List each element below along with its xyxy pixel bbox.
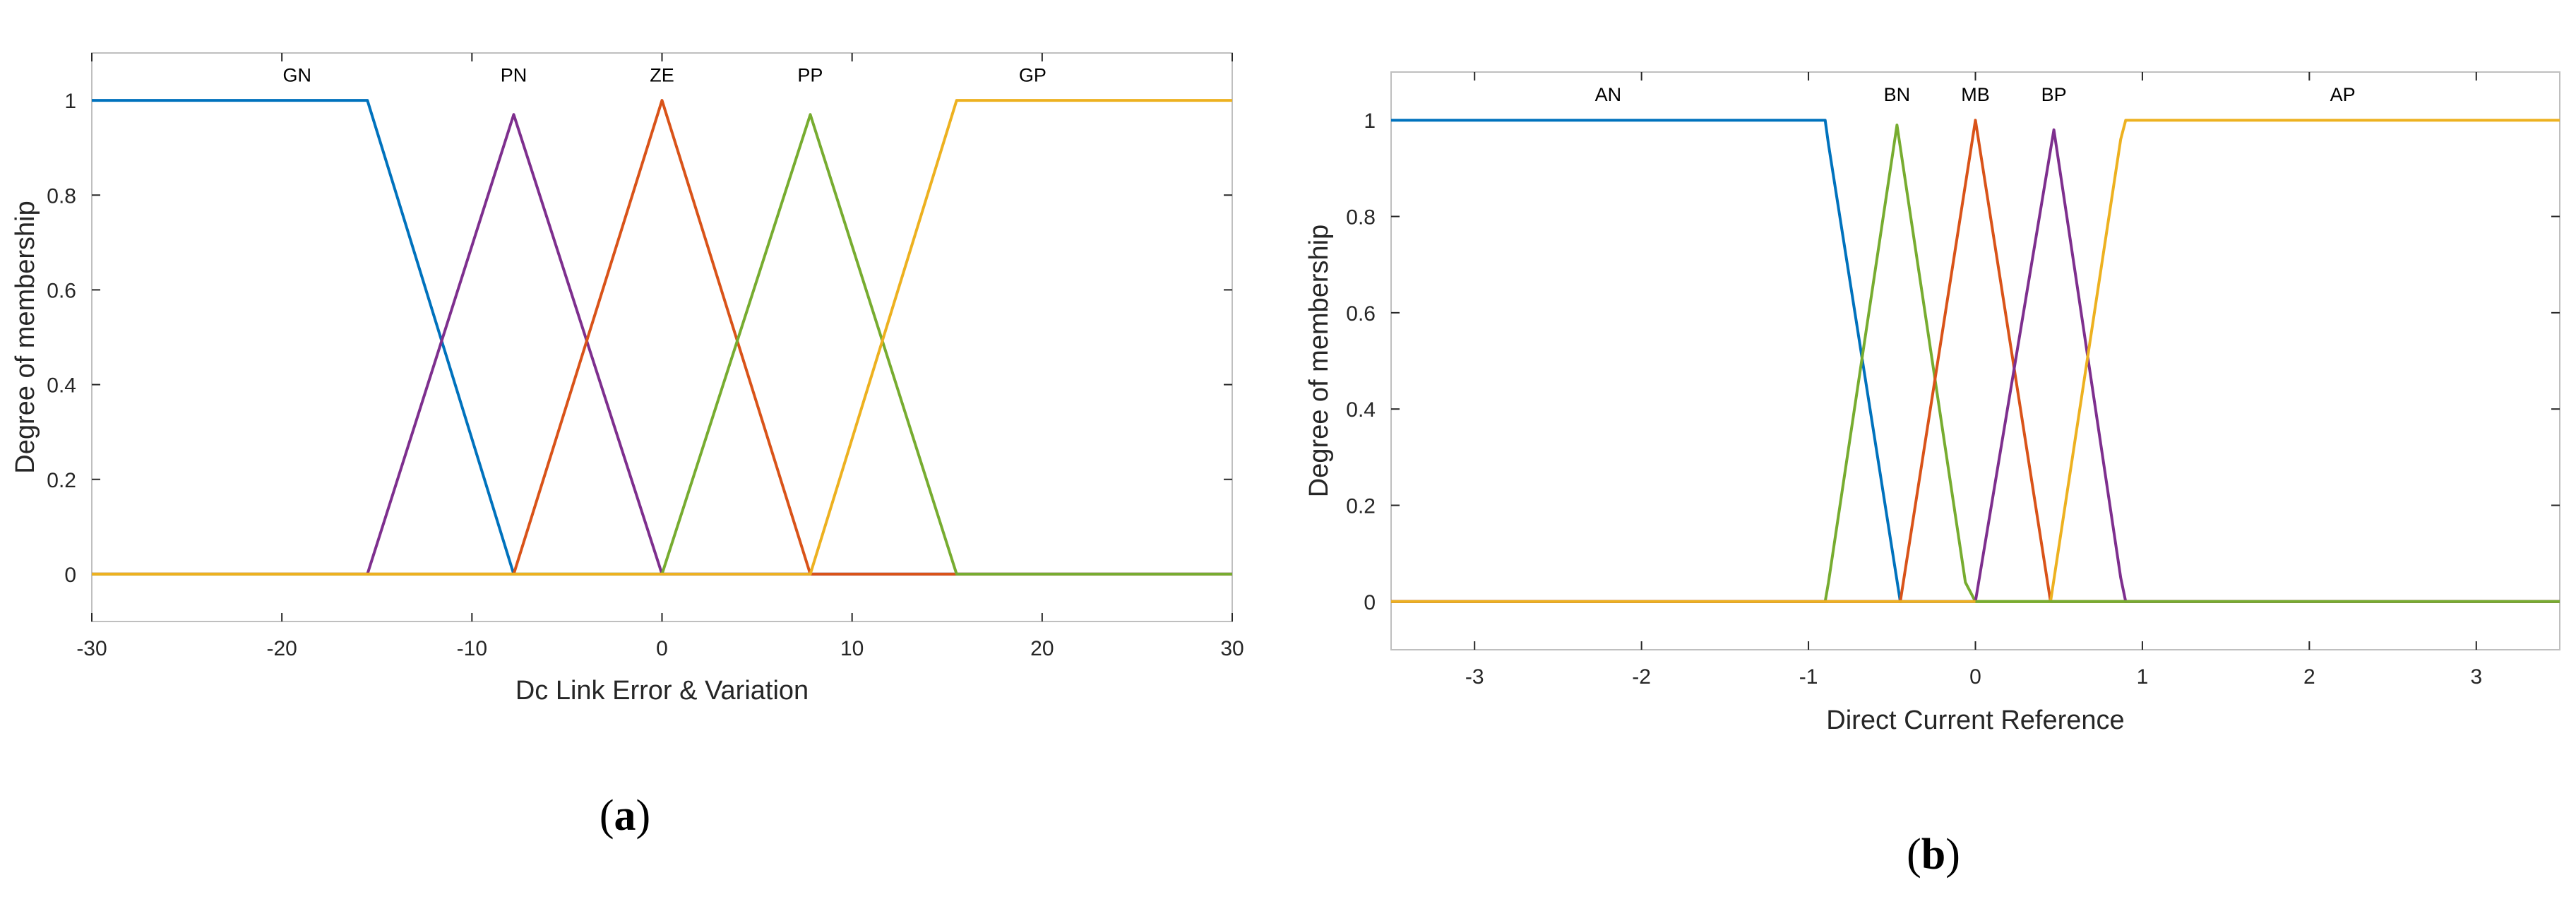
x-tick-label: 0 xyxy=(656,637,668,660)
y-axis-label: Degree of membership xyxy=(1304,225,1334,498)
series-label-ze: ZE xyxy=(650,64,674,85)
caption-b: (b) xyxy=(1907,831,1960,879)
x-axis-label: Dc Link Error & Variation xyxy=(515,676,809,706)
x-tick-label: 2 xyxy=(2303,665,2315,689)
plot-box xyxy=(1390,71,2560,650)
y-axis-label: Degree of membership xyxy=(11,201,40,474)
x-tick-label: 0 xyxy=(1969,665,1981,689)
series-line-ze xyxy=(92,99,1232,576)
x-tick-label: -20 xyxy=(266,637,297,660)
x-tick-label: -10 xyxy=(457,637,487,660)
y-tick-label: 1 xyxy=(64,90,76,113)
x-tick-label: -30 xyxy=(76,637,107,660)
series-line-ap xyxy=(1391,119,2560,603)
x-tick-label: 3 xyxy=(2470,665,2482,689)
series-label-gp: GP xyxy=(1019,64,1046,85)
series-label-bn: BN xyxy=(1884,84,1911,105)
y-tick-label: 0.2 xyxy=(47,469,76,492)
y-tick-label: 0.6 xyxy=(1346,302,1376,326)
x-tick-label: 1 xyxy=(2137,665,2149,689)
series-line-bp xyxy=(1391,128,2560,603)
y-tick-label: 0.8 xyxy=(1346,206,1376,230)
chart-a: -30 -20 -10 0 10 20 30 0 0.2 0.4 0.6 0.8 1 Dc Link Er… xyxy=(11,52,1244,706)
y-tick-label: 0.2 xyxy=(1346,495,1376,518)
series-label-an: AN xyxy=(1595,84,1622,105)
series-label-gn: GN xyxy=(282,64,311,85)
series-label-bp: BP xyxy=(2041,84,2067,105)
chart-b: -3 -2 -1 0 1 2 3 0 0.2 0.4 0.6 0.8 1 Direct Current R… xyxy=(1304,71,2560,735)
series-label-pp: PP xyxy=(797,64,823,85)
series-line-pn xyxy=(92,113,1232,576)
series-label-mb: MB xyxy=(1961,84,1990,105)
series-line-bn xyxy=(1391,124,2560,603)
x-tick-label: -2 xyxy=(1632,665,1651,689)
series-label-ap: AP xyxy=(2330,84,2356,105)
series-line-gn xyxy=(92,99,1232,576)
x-axis-label: Direct Current Reference xyxy=(1826,706,2124,735)
x-tick-label: 30 xyxy=(1220,637,1244,660)
y-tick-label: 1 xyxy=(1364,109,1376,133)
y-tick-label: 0 xyxy=(64,564,76,587)
plot-box xyxy=(91,52,1233,622)
series-line-mb xyxy=(1391,119,2560,603)
x-tick-label: -3 xyxy=(1465,665,1484,689)
y-tick-label: 0.4 xyxy=(1346,398,1376,422)
x-tick-label: -1 xyxy=(1799,665,1818,689)
series-line-gp xyxy=(92,99,1232,576)
series-label-pn: PN xyxy=(501,64,527,85)
series-line-an xyxy=(1391,119,2560,603)
y-tick-label: 0.4 xyxy=(47,374,76,398)
series-line-pp xyxy=(92,113,1232,576)
caption-a: (a) xyxy=(600,792,650,840)
y-tick-label: 0.6 xyxy=(47,279,76,302)
x-tick-label: 10 xyxy=(840,637,864,660)
y-tick-label: 0.8 xyxy=(47,184,76,208)
y-tick-label: 0 xyxy=(1364,591,1376,614)
x-tick-label: 20 xyxy=(1030,637,1054,660)
